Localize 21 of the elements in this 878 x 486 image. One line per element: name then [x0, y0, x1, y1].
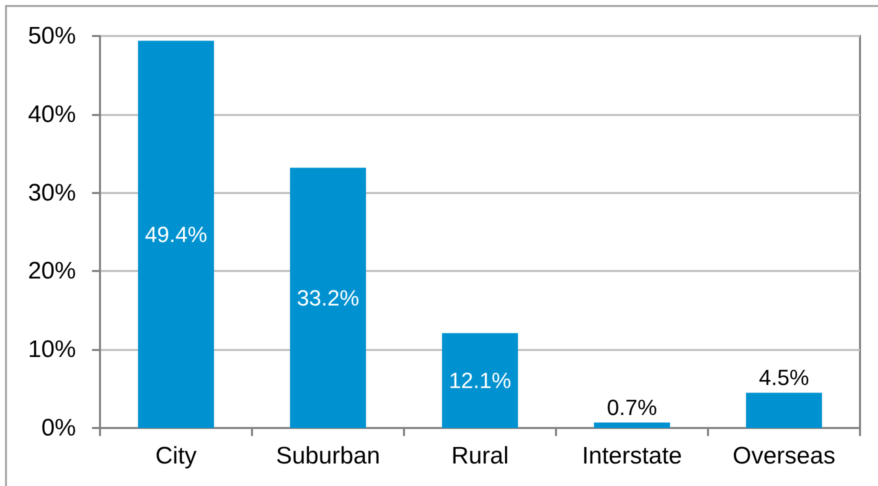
bar	[594, 422, 670, 428]
x-tick-label: Rural	[451, 442, 509, 470]
x-tick-label: City	[155, 442, 197, 470]
x-tick-label: Overseas	[732, 442, 836, 470]
y-tick-label: 50%	[28, 22, 76, 50]
data-label: 49.4%	[144, 222, 208, 247]
bar	[138, 40, 214, 428]
data-label: 12.1%	[448, 368, 512, 394]
data-label: 4.5%	[758, 365, 810, 390]
bar	[442, 333, 518, 428]
y-tick-label: 30%	[28, 179, 76, 206]
bar	[290, 168, 366, 428]
y-tick-label: 10%	[28, 336, 76, 364]
x-tick-label: Suburban	[276, 442, 380, 470]
data-label: 33.2%	[296, 285, 360, 310]
data-label: 0.7%	[606, 395, 658, 420]
y-tick-label: 20%	[28, 258, 76, 285]
bar	[746, 392, 822, 428]
x-tick-label: Interstate	[582, 442, 682, 470]
y-tick-label: 0%	[41, 414, 76, 442]
y-tick-label: 40%	[28, 100, 76, 128]
